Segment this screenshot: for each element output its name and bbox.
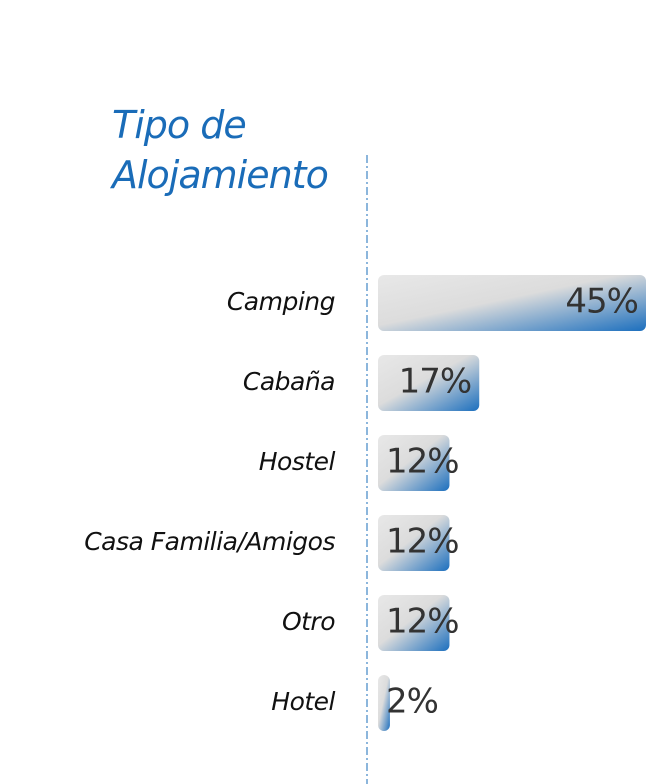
bar (378, 595, 450, 651)
chart-title: Tipo de Alojamiento (112, 103, 329, 197)
bar (378, 675, 390, 731)
bar (378, 435, 450, 491)
bar (378, 515, 450, 571)
bar (378, 275, 646, 331)
value-label: 2% (386, 682, 438, 722)
category-label: Camping (227, 287, 335, 316)
value-label: 45% (565, 282, 638, 322)
category-label: Casa Familia/Amigos (84, 527, 335, 556)
bar (378, 355, 480, 411)
value-label: 17% (399, 362, 472, 402)
value-label: 12% (386, 442, 459, 482)
category-label: Hostel (259, 447, 336, 476)
category-label: Otro (282, 607, 335, 636)
value-label: 12% (386, 602, 459, 642)
value-label: 12% (386, 522, 459, 562)
category-label: Cabaña (243, 367, 335, 396)
category-label: Hotel (271, 687, 335, 716)
